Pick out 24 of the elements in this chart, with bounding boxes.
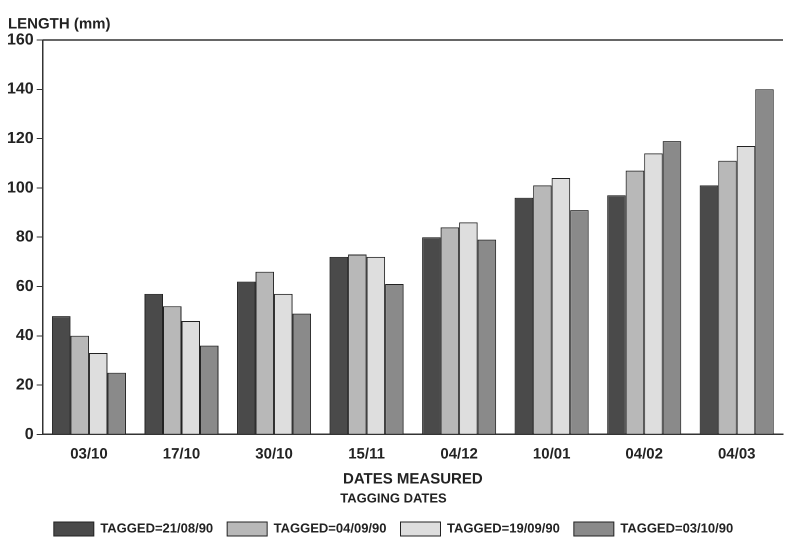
- x-tick-label: 04/03: [718, 446, 756, 463]
- x-tick-label: 03/10: [70, 446, 108, 463]
- y-tick-label: 40: [16, 327, 34, 344]
- y-tick-label: 60: [16, 278, 34, 295]
- y-tick-label: 80: [16, 228, 34, 246]
- y-tick-label: 160: [6, 31, 34, 48]
- y-tick-label: 140: [6, 80, 34, 98]
- y-tick-label: 120: [6, 130, 34, 148]
- x-tick-label: 17/10: [162, 446, 200, 463]
- y-tick-label: 100: [6, 179, 34, 196]
- legend-label: TAGGED=19/09/90: [447, 520, 560, 536]
- x-axis-title: DATES MEASURED: [342, 470, 483, 488]
- x-tick-label: 04/12: [440, 446, 478, 463]
- y-axis-title: LENGTH (mm): [8, 16, 110, 33]
- legend-label: TAGGED=03/10/90: [620, 520, 734, 536]
- x-tick-label: 15/11: [348, 446, 385, 463]
- x-tick-label: 10/01: [532, 446, 570, 463]
- legend-label: TAGGED=21/08/90: [100, 520, 214, 536]
- legend-label: TAGGED=04/09/90: [274, 520, 386, 536]
- y-tick-label: 20: [16, 376, 34, 394]
- x-tick-label: 30/10: [255, 446, 293, 463]
- legend-title: TAGGING DATES: [340, 490, 448, 506]
- y-tick-label: 0: [24, 426, 34, 443]
- x-tick-label: 04/02: [625, 446, 663, 463]
